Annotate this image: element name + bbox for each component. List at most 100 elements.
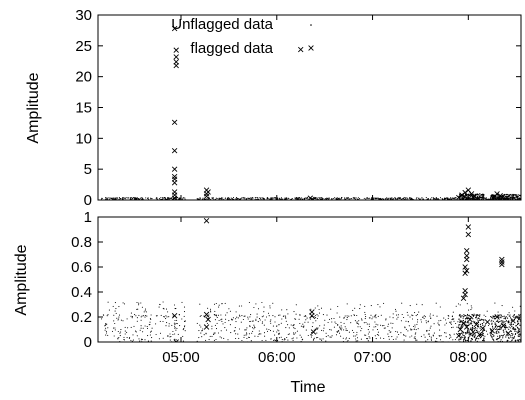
unflagged-point bbox=[280, 199, 282, 200]
unflagged-point bbox=[316, 332, 318, 334]
unflagged-point bbox=[134, 330, 137, 332]
unflagged-point bbox=[509, 316, 512, 318]
unflagged-point bbox=[498, 326, 501, 328]
unflagged-point bbox=[508, 320, 510, 322]
unflagged-point bbox=[118, 199, 120, 200]
unflagged-point bbox=[294, 197, 296, 199]
unflagged-point bbox=[467, 329, 469, 332]
unflagged-point bbox=[447, 341, 449, 342]
unflagged-point bbox=[286, 336, 288, 339]
unflagged-point bbox=[129, 198, 131, 200]
unflagged-point bbox=[380, 314, 382, 316]
unflagged-point bbox=[300, 336, 302, 338]
unflagged-point bbox=[139, 340, 141, 342]
unflagged-point bbox=[208, 339, 210, 341]
unflagged-point bbox=[518, 328, 520, 331]
unflagged-point bbox=[519, 318, 521, 320]
unflagged-point bbox=[430, 339, 433, 341]
unflagged-point bbox=[411, 318, 414, 320]
unflagged-point bbox=[285, 316, 287, 318]
unflagged-point bbox=[416, 197, 418, 199]
unflagged-point bbox=[472, 198, 474, 200]
unflagged-point bbox=[138, 338, 140, 340]
unflagged-point bbox=[469, 332, 471, 334]
plot-area bbox=[101, 218, 521, 342]
y-tick-label: 0.6 bbox=[71, 259, 92, 276]
unflagged-point bbox=[247, 318, 249, 320]
unflagged-point bbox=[496, 196, 498, 198]
flagged-point bbox=[171, 119, 178, 126]
unflagged-point bbox=[470, 338, 472, 340]
unflagged-point bbox=[409, 336, 411, 338]
unflagged-point bbox=[162, 337, 164, 339]
unflagged-point bbox=[139, 198, 141, 200]
unflagged-point bbox=[107, 301, 109, 303]
unflagged-point bbox=[496, 330, 498, 332]
unflagged-point bbox=[509, 341, 511, 342]
unflagged-point bbox=[337, 324, 339, 326]
unflagged-point bbox=[292, 337, 294, 339]
unflagged-point bbox=[340, 325, 342, 327]
unflagged-point bbox=[498, 328, 500, 331]
unflagged-point bbox=[515, 198, 517, 200]
unflagged-point bbox=[174, 325, 176, 327]
unflagged-point bbox=[325, 340, 327, 342]
unflagged-point bbox=[225, 314, 227, 316]
unflagged-point bbox=[415, 332, 417, 334]
unflagged-point bbox=[118, 306, 120, 308]
unflagged-point bbox=[333, 197, 336, 199]
unflagged-point bbox=[331, 199, 333, 200]
unflagged-point bbox=[429, 198, 432, 200]
unflagged-point bbox=[253, 306, 255, 309]
unflagged-point bbox=[476, 329, 478, 332]
unflagged-point bbox=[354, 320, 356, 322]
unflagged-point bbox=[121, 198, 123, 200]
unflagged-point bbox=[214, 332, 216, 334]
unflagged-point bbox=[473, 313, 475, 315]
unflagged-point bbox=[430, 317, 432, 319]
unflagged-point bbox=[180, 197, 182, 199]
unflagged-point bbox=[281, 318, 283, 320]
flagged-point bbox=[310, 329, 317, 335]
unflagged-point bbox=[340, 335, 342, 337]
unflagged-point bbox=[502, 337, 504, 339]
unflagged-point bbox=[336, 197, 338, 199]
flagged-point bbox=[471, 193, 478, 200]
unflagged-point bbox=[114, 198, 116, 200]
flagged-point bbox=[171, 147, 178, 154]
flagged-point bbox=[489, 328, 495, 334]
unflagged-point bbox=[408, 325, 410, 327]
unflagged-point bbox=[280, 197, 283, 199]
unflagged-point bbox=[272, 197, 274, 199]
unflagged-point bbox=[451, 327, 453, 329]
unflagged-point bbox=[483, 321, 485, 323]
unflagged-point bbox=[141, 341, 143, 342]
unflagged-point bbox=[144, 310, 146, 312]
unflagged-point bbox=[321, 198, 323, 200]
unflagged-point bbox=[107, 327, 109, 329]
unflagged-point bbox=[138, 304, 140, 306]
unflagged-point bbox=[247, 316, 249, 318]
unflagged-point bbox=[150, 314, 152, 316]
unflagged-point bbox=[336, 312, 338, 314]
unflagged-point bbox=[518, 330, 520, 332]
unflagged-point bbox=[490, 332, 492, 335]
unflagged-point bbox=[255, 319, 257, 322]
unflagged-point bbox=[459, 341, 461, 342]
unflagged-point bbox=[395, 198, 397, 200]
unflagged-point bbox=[320, 197, 322, 199]
x-tick-label: 06:00 bbox=[258, 349, 296, 366]
unflagged-point bbox=[199, 303, 201, 305]
unflagged-point bbox=[339, 326, 341, 328]
unflagged-point bbox=[221, 303, 223, 305]
unflagged-point bbox=[315, 198, 317, 200]
unflagged-point bbox=[346, 317, 348, 319]
unflagged-point bbox=[113, 320, 115, 322]
unflagged-point bbox=[479, 199, 481, 200]
flagged-point bbox=[497, 192, 503, 199]
unflagged-point bbox=[420, 321, 423, 323]
unflagged-point bbox=[519, 338, 521, 341]
unflagged-point bbox=[366, 338, 368, 340]
unflagged-point bbox=[114, 329, 116, 331]
flagged-point bbox=[473, 321, 480, 328]
